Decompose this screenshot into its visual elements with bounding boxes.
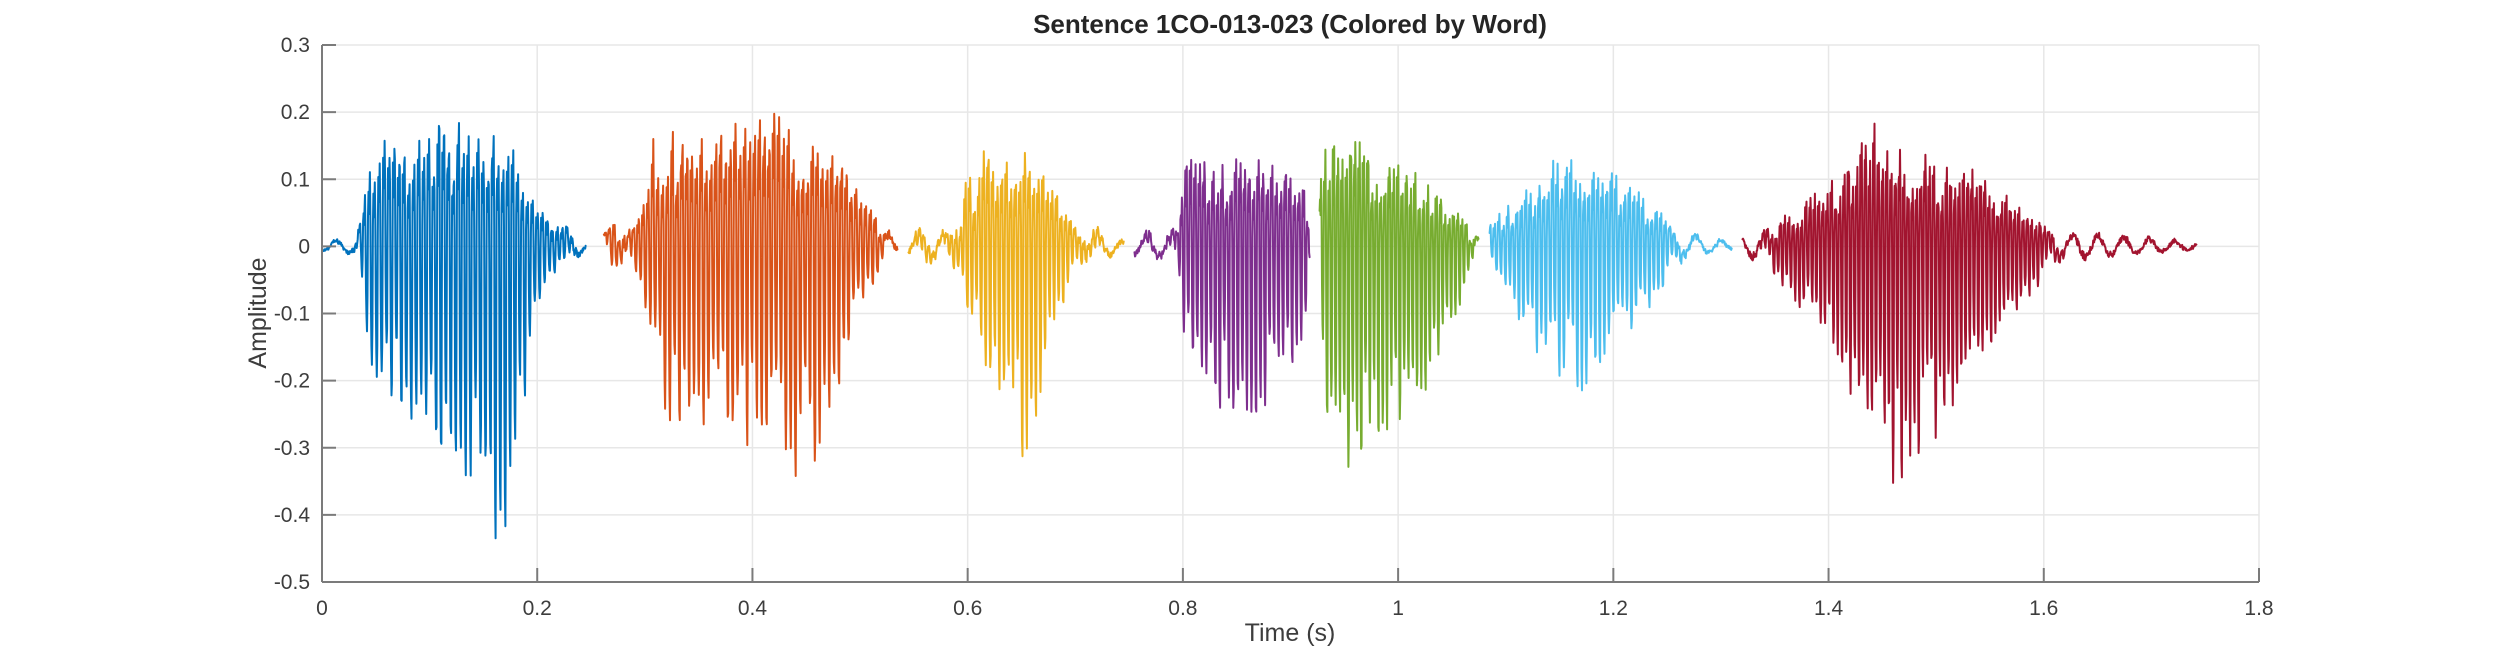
x-tick-label: 1.2 (1599, 597, 1628, 620)
x-tick-label: 0.6 (953, 597, 982, 620)
waveform-word-1 (321, 122, 587, 540)
x-tick-label: 1 (1392, 597, 1404, 620)
x-tick-label: 0.8 (1168, 597, 1197, 620)
y-tick-label: 0.2 (281, 101, 310, 124)
y-tick-label: -0.2 (274, 370, 310, 393)
waveform-layer (321, 112, 2198, 540)
y-tick-label: 0.1 (281, 168, 310, 191)
waveform-word-5 (1318, 141, 1480, 468)
x-tick-label: 0 (316, 597, 328, 620)
waveform-word-4 (1133, 158, 1311, 413)
y-tick-label: 0 (298, 235, 310, 258)
chart-title: Sentence 1CO-013-023 (Colored by Word) (1033, 9, 1547, 39)
x-axis-label: Time (s) (1245, 619, 1336, 647)
x-tick-label: 1.6 (2029, 597, 2058, 620)
x-tick-label: 1.4 (1814, 597, 1844, 620)
waveform-word-2 (602, 112, 899, 477)
x-tick-label: 0.4 (738, 597, 768, 620)
x-tick-label: 1.8 (2244, 597, 2273, 620)
y-axis-label: Amplitude (244, 257, 272, 368)
waveform-word-6 (1488, 159, 1733, 392)
tick-labels-layer: 0 0.2 0.4 0.6 0.8 1 1.2 1.4 1.6 1.8 0.3 0.2 0.1 0 -0.1… (274, 34, 2274, 620)
y-tick-label: -0.3 (274, 437, 310, 460)
y-tick-label: -0.5 (274, 571, 310, 594)
waveform-word-7 (1741, 122, 2198, 484)
y-tick-label: -0.1 (274, 303, 310, 326)
y-tick-label: -0.4 (274, 504, 311, 527)
x-tick-label: 0.2 (523, 597, 552, 620)
y-tick-label: 0.3 (281, 34, 310, 57)
axes-layer (321, 44, 2260, 583)
waveform-word-3 (907, 150, 1125, 458)
